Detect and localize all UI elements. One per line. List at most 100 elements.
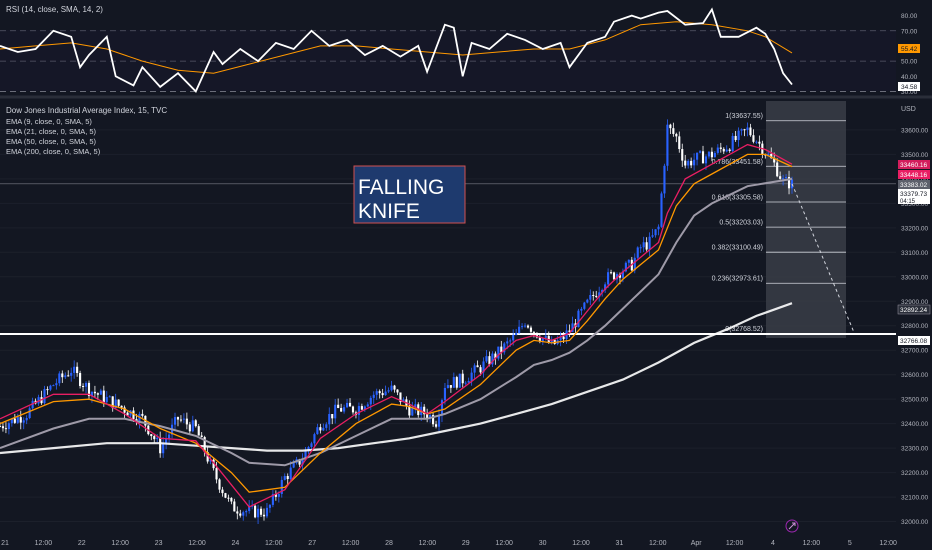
- price-axis[interactable]: 33600.00 33500.00 33400.00 33300.00 33200.00…: [901, 127, 928, 526]
- candle-body: [541, 337, 544, 341]
- rsi-tick-label: 40.00: [901, 74, 918, 81]
- ema9-badge: 33460.16: [900, 162, 927, 169]
- candle-body: [70, 372, 73, 376]
- candle-body: [752, 135, 755, 142]
- candle-body: [758, 141, 761, 144]
- candle-body: [292, 462, 295, 468]
- candle-body: [770, 153, 773, 159]
- annotation-box[interactable]: [353, 165, 466, 224]
- candle-body: [120, 405, 123, 408]
- candle-body: [123, 407, 126, 413]
- candle-body: [461, 373, 464, 384]
- candle-body: [562, 336, 565, 340]
- candle-body: [153, 436, 156, 440]
- candle-body: [669, 124, 672, 129]
- candle-body: [452, 377, 455, 388]
- candle-body: [506, 341, 509, 344]
- candle-body: [437, 415, 441, 427]
- price-tick-label: 32000.00: [901, 519, 928, 526]
- time-tick-label: 24: [232, 540, 240, 547]
- candle-body: [604, 284, 607, 291]
- candle-body: [206, 452, 209, 462]
- candle-body: [583, 302, 586, 309]
- candle-body: [464, 382, 467, 384]
- candle-body: [580, 308, 583, 311]
- candle-body: [328, 414, 331, 425]
- price-tick-label: 32700.00: [901, 348, 928, 355]
- currency-label: USD: [901, 106, 916, 113]
- fib-level-label: 0.382(33100.49): [712, 245, 763, 252]
- time-tick-label: 4: [771, 540, 775, 547]
- candle-body: [126, 412, 129, 416]
- projection-line[interactable]: [791, 183, 855, 334]
- ema21-badge: 33448.16: [900, 172, 927, 179]
- candle-body: [523, 325, 527, 327]
- candle-body: [221, 489, 224, 494]
- candle-body: [84, 382, 88, 387]
- candle-body: [666, 124, 669, 166]
- candle-body: [366, 404, 369, 407]
- candle-body: [728, 149, 731, 151]
- candle-body: [550, 339, 553, 343]
- candle-body: [737, 130, 740, 141]
- candle-body: [37, 397, 40, 404]
- candle-body: [740, 129, 743, 131]
- price-tick-label: 32600.00: [901, 372, 928, 379]
- candle-body: [313, 434, 316, 444]
- rsi-pane[interactable]: RSI (14, close, SMA, 14, 2) 80.0070.0060…: [0, 5, 920, 96]
- price-tick-label: 32500.00: [901, 397, 928, 404]
- price-tick-label: 32800.00: [901, 323, 928, 330]
- candle-body: [191, 420, 194, 432]
- candle-body: [443, 387, 447, 401]
- candle-body: [500, 346, 503, 353]
- candle-body: [535, 332, 538, 338]
- candle-body: [636, 247, 639, 258]
- candle-body: [672, 128, 675, 134]
- candle-body: [399, 392, 402, 403]
- candle-body: [675, 133, 678, 137]
- candle-body: [22, 420, 25, 423]
- candle-body: [81, 385, 85, 387]
- candle-body: [601, 290, 604, 293]
- time-tick-label: 12:00: [188, 540, 206, 547]
- time-tick-label: 12:00: [342, 540, 360, 547]
- candle-body: [607, 272, 610, 285]
- time-tick-label: 12:00: [726, 540, 744, 547]
- time-axis[interactable]: 21 12:00 22 12:00 23 12:00 24 12:00 27 12:00 28 12:…: [1, 540, 897, 547]
- replay-icon[interactable]: [785, 519, 799, 533]
- candle-body: [19, 417, 22, 423]
- annotation-line2: KNIFE: [358, 200, 420, 223]
- candle-body: [725, 149, 728, 152]
- candle-body: [262, 514, 266, 517]
- fib-level-label: 0.236(32973.61): [712, 276, 763, 283]
- candle-body: [440, 400, 444, 416]
- candle-body: [577, 310, 580, 328]
- candle-body: [245, 511, 248, 513]
- last-badge: 33383.02: [900, 182, 927, 189]
- candle-body: [743, 129, 746, 131]
- candle-body: [197, 426, 200, 436]
- candle-body: [518, 326, 521, 334]
- price-badge-bg: [898, 189, 930, 204]
- candle-body: [117, 399, 120, 406]
- candle-body: [654, 229, 657, 236]
- ema200-badge: 32892.24: [900, 307, 927, 314]
- candle-body: [105, 397, 108, 403]
- candle-body: [343, 407, 346, 412]
- candle-body: [512, 335, 515, 341]
- candle-body: [592, 294, 595, 296]
- candle-body: [251, 505, 254, 507]
- candle-body: [411, 407, 414, 416]
- candle-body: [423, 406, 426, 415]
- time-tick-label: Apr: [691, 540, 703, 547]
- candle-body: [46, 389, 49, 391]
- candle-body: [150, 434, 153, 437]
- candle-body: [446, 385, 449, 388]
- candle-body: [129, 410, 132, 416]
- price-pane[interactable]: 1(33637.55) 0.786(33451.58) 0.618(33305.58…: [0, 101, 931, 547]
- candle-body: [268, 504, 272, 508]
- rsi-value-badge: 34.58: [901, 84, 918, 91]
- time-tick-label: 12:00: [35, 540, 53, 547]
- candle-body: [568, 330, 571, 333]
